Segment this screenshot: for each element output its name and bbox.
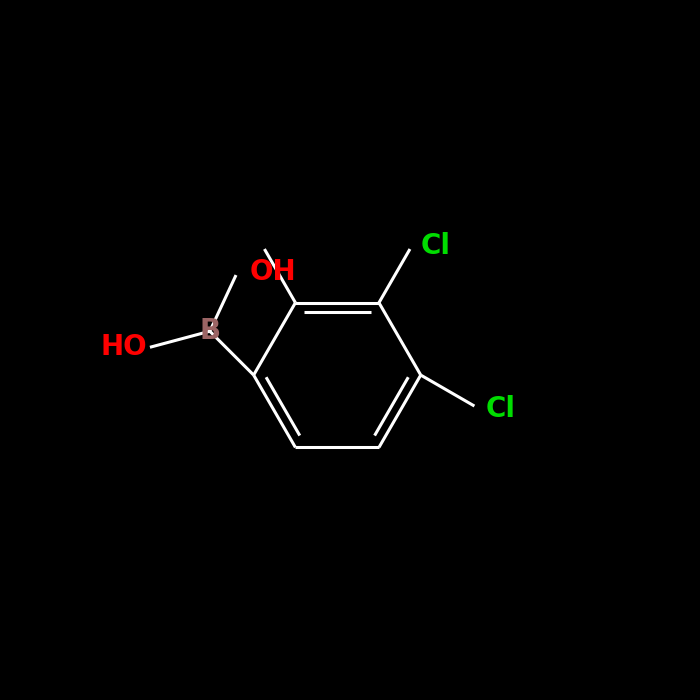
Text: HO: HO: [101, 333, 147, 361]
Text: Cl: Cl: [421, 232, 451, 260]
Text: B: B: [199, 317, 220, 345]
Text: OH: OH: [249, 258, 296, 286]
Text: Cl: Cl: [485, 395, 515, 423]
